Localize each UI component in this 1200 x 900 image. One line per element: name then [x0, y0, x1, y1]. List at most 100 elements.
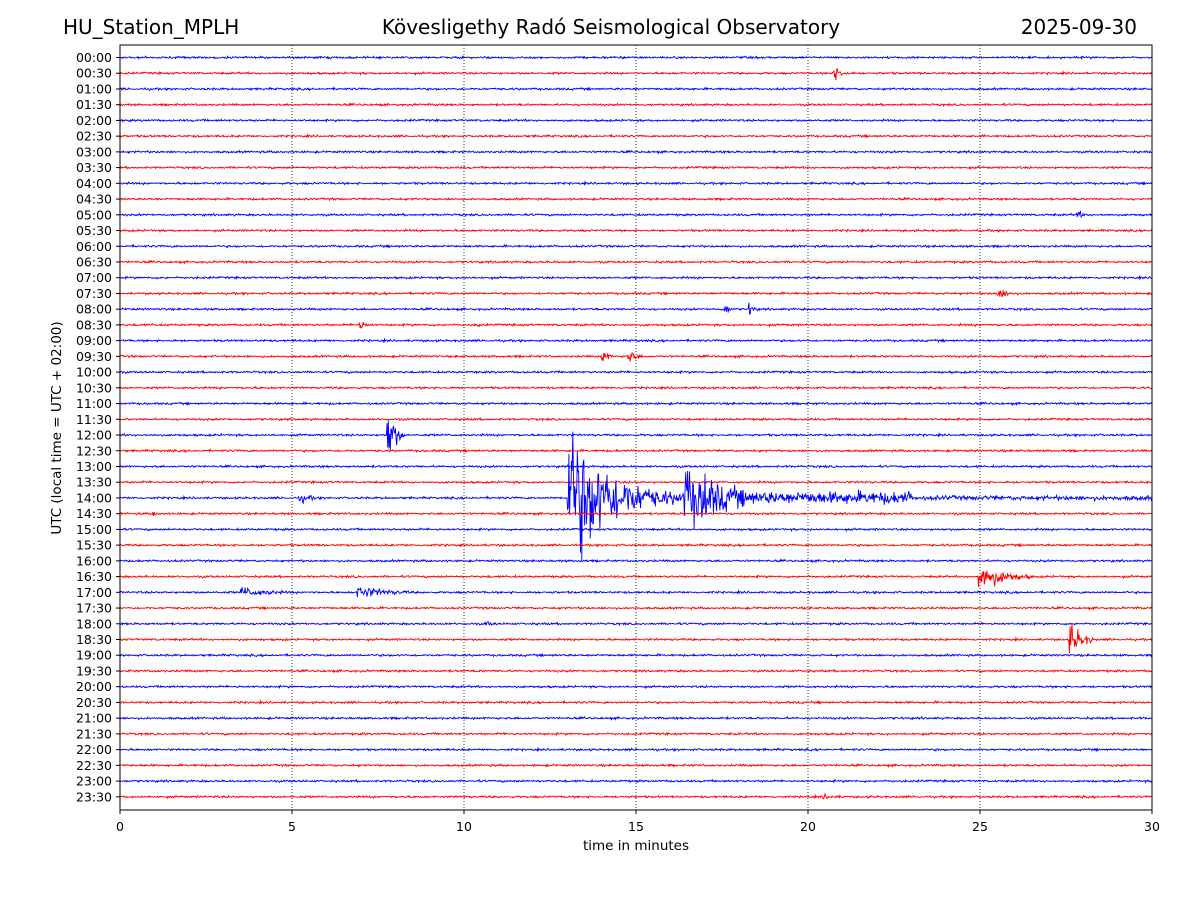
y-axis: 00:0000:3001:0001:3002:0002:3003:0003:30…	[76, 50, 120, 804]
chart-date: 2025-09-30	[1020, 15, 1137, 39]
y-tick-label: 07:00	[76, 270, 112, 285]
y-tick-label: 03:00	[76, 144, 112, 159]
x-tick-label: 5	[288, 819, 296, 834]
y-tick-label: 13:00	[76, 459, 112, 474]
trace-1430	[120, 511, 1152, 517]
y-tick-label: 08:30	[76, 317, 112, 332]
y-tick-label: 10:30	[76, 380, 112, 395]
trace-2000	[120, 684, 1152, 690]
y-tick-label: 05:30	[76, 223, 112, 238]
y-tick-label: 07:30	[76, 286, 112, 301]
y-axis-label: UTC (local time = UTC + 02:00)	[49, 321, 65, 534]
y-tick-label: 20:00	[76, 679, 112, 694]
y-tick-label: 01:30	[76, 97, 112, 112]
trace-0000	[120, 54, 1152, 61]
trace-1800	[120, 621, 1152, 627]
y-tick-label: 19:30	[76, 663, 112, 678]
trace-2230	[120, 762, 1152, 768]
y-tick-label: 17:00	[76, 585, 112, 600]
trace-0300	[120, 149, 1152, 155]
x-tick-label: 15	[628, 819, 644, 834]
y-tick-label: 15:30	[76, 538, 112, 553]
chart-title: Kövesligethy Radó Seismological Observat…	[381, 15, 841, 39]
y-tick-label: 00:00	[76, 50, 112, 65]
grid	[291, 45, 981, 810]
y-tick-label: 09:30	[76, 349, 112, 364]
trace-1900	[120, 652, 1152, 658]
trace-1630	[120, 570, 1152, 588]
y-tick-label: 16:00	[76, 553, 112, 568]
trace-0730	[120, 290, 1152, 298]
trace-1500	[120, 527, 1152, 533]
trace-0400	[120, 180, 1152, 186]
y-tick-label: 06:00	[76, 239, 112, 254]
x-tick-label: 10	[456, 819, 472, 834]
y-tick-label: 22:30	[76, 758, 112, 773]
y-tick-label: 04:00	[76, 176, 112, 191]
trace-0200	[120, 118, 1152, 124]
trace-2300	[120, 778, 1152, 784]
trace-1400	[120, 431, 1152, 561]
trace-0500	[120, 209, 1152, 219]
y-tick-label: 19:00	[76, 648, 112, 663]
y-tick-label: 13:30	[76, 475, 112, 490]
y-tick-label: 14:30	[76, 506, 112, 521]
x-tick-label: 25	[972, 819, 988, 834]
y-tick-label: 23:00	[76, 774, 112, 789]
y-tick-label: 03:30	[76, 160, 112, 175]
y-tick-label: 12:30	[76, 443, 112, 458]
trace-1930	[120, 668, 1152, 674]
y-tick-label: 11:30	[76, 412, 112, 427]
trace-0030	[120, 68, 1152, 81]
x-tick-label: 30	[1144, 819, 1160, 834]
trace-1100	[120, 401, 1152, 407]
trace-0530	[120, 228, 1152, 234]
y-tick-label: 14:00	[76, 490, 112, 505]
y-tick-label: 15:00	[76, 522, 112, 537]
trace-1600	[120, 558, 1152, 564]
trace-1700	[120, 586, 1152, 598]
y-tick-label: 18:30	[76, 632, 112, 647]
y-tick-label: 20:30	[76, 695, 112, 710]
trace-1000	[120, 369, 1152, 375]
y-tick-label: 02:00	[76, 113, 112, 128]
x-axis-label: time in minutes	[583, 838, 689, 854]
trace-2100	[120, 715, 1152, 721]
y-tick-label: 12:00	[76, 428, 112, 443]
trace-1830	[120, 623, 1152, 654]
trace-0230	[120, 133, 1152, 139]
trace-2030	[120, 699, 1152, 706]
trace-2200	[120, 746, 1152, 753]
x-tick-label: 0	[116, 819, 124, 834]
y-tick-label: 08:00	[76, 302, 112, 317]
trace-0700	[120, 274, 1152, 281]
x-tick-label: 20	[800, 819, 816, 834]
trace-0930	[120, 351, 1152, 362]
trace-1300	[120, 463, 1152, 470]
y-tick-label: 18:00	[76, 616, 112, 631]
y-tick-label: 10:00	[76, 365, 112, 380]
trace-0830	[120, 321, 1152, 329]
y-tick-label: 23:30	[76, 789, 112, 804]
y-tick-label: 05:00	[76, 207, 112, 222]
trace-0630	[120, 259, 1152, 265]
trace-0900	[120, 337, 1152, 344]
trace-0100	[120, 86, 1152, 92]
y-tick-label: 01:00	[76, 81, 112, 96]
y-tick-label: 02:30	[76, 129, 112, 144]
y-tick-label: 22:00	[76, 742, 112, 757]
trace-1330	[120, 479, 1152, 485]
y-tick-label: 04:30	[76, 192, 112, 207]
station-name: HU_Station_MPLH	[63, 15, 240, 39]
trace-2130	[120, 731, 1152, 737]
trace-0430	[120, 196, 1152, 202]
y-tick-label: 00:30	[76, 66, 112, 81]
y-tick-label: 16:30	[76, 569, 112, 584]
y-tick-label: 21:30	[76, 726, 112, 741]
traces	[120, 54, 1152, 800]
trace-0330	[120, 165, 1152, 171]
trace-0800	[120, 302, 1152, 315]
y-tick-label: 17:30	[76, 601, 112, 616]
trace-1730	[120, 605, 1152, 611]
y-tick-label: 06:30	[76, 254, 112, 269]
